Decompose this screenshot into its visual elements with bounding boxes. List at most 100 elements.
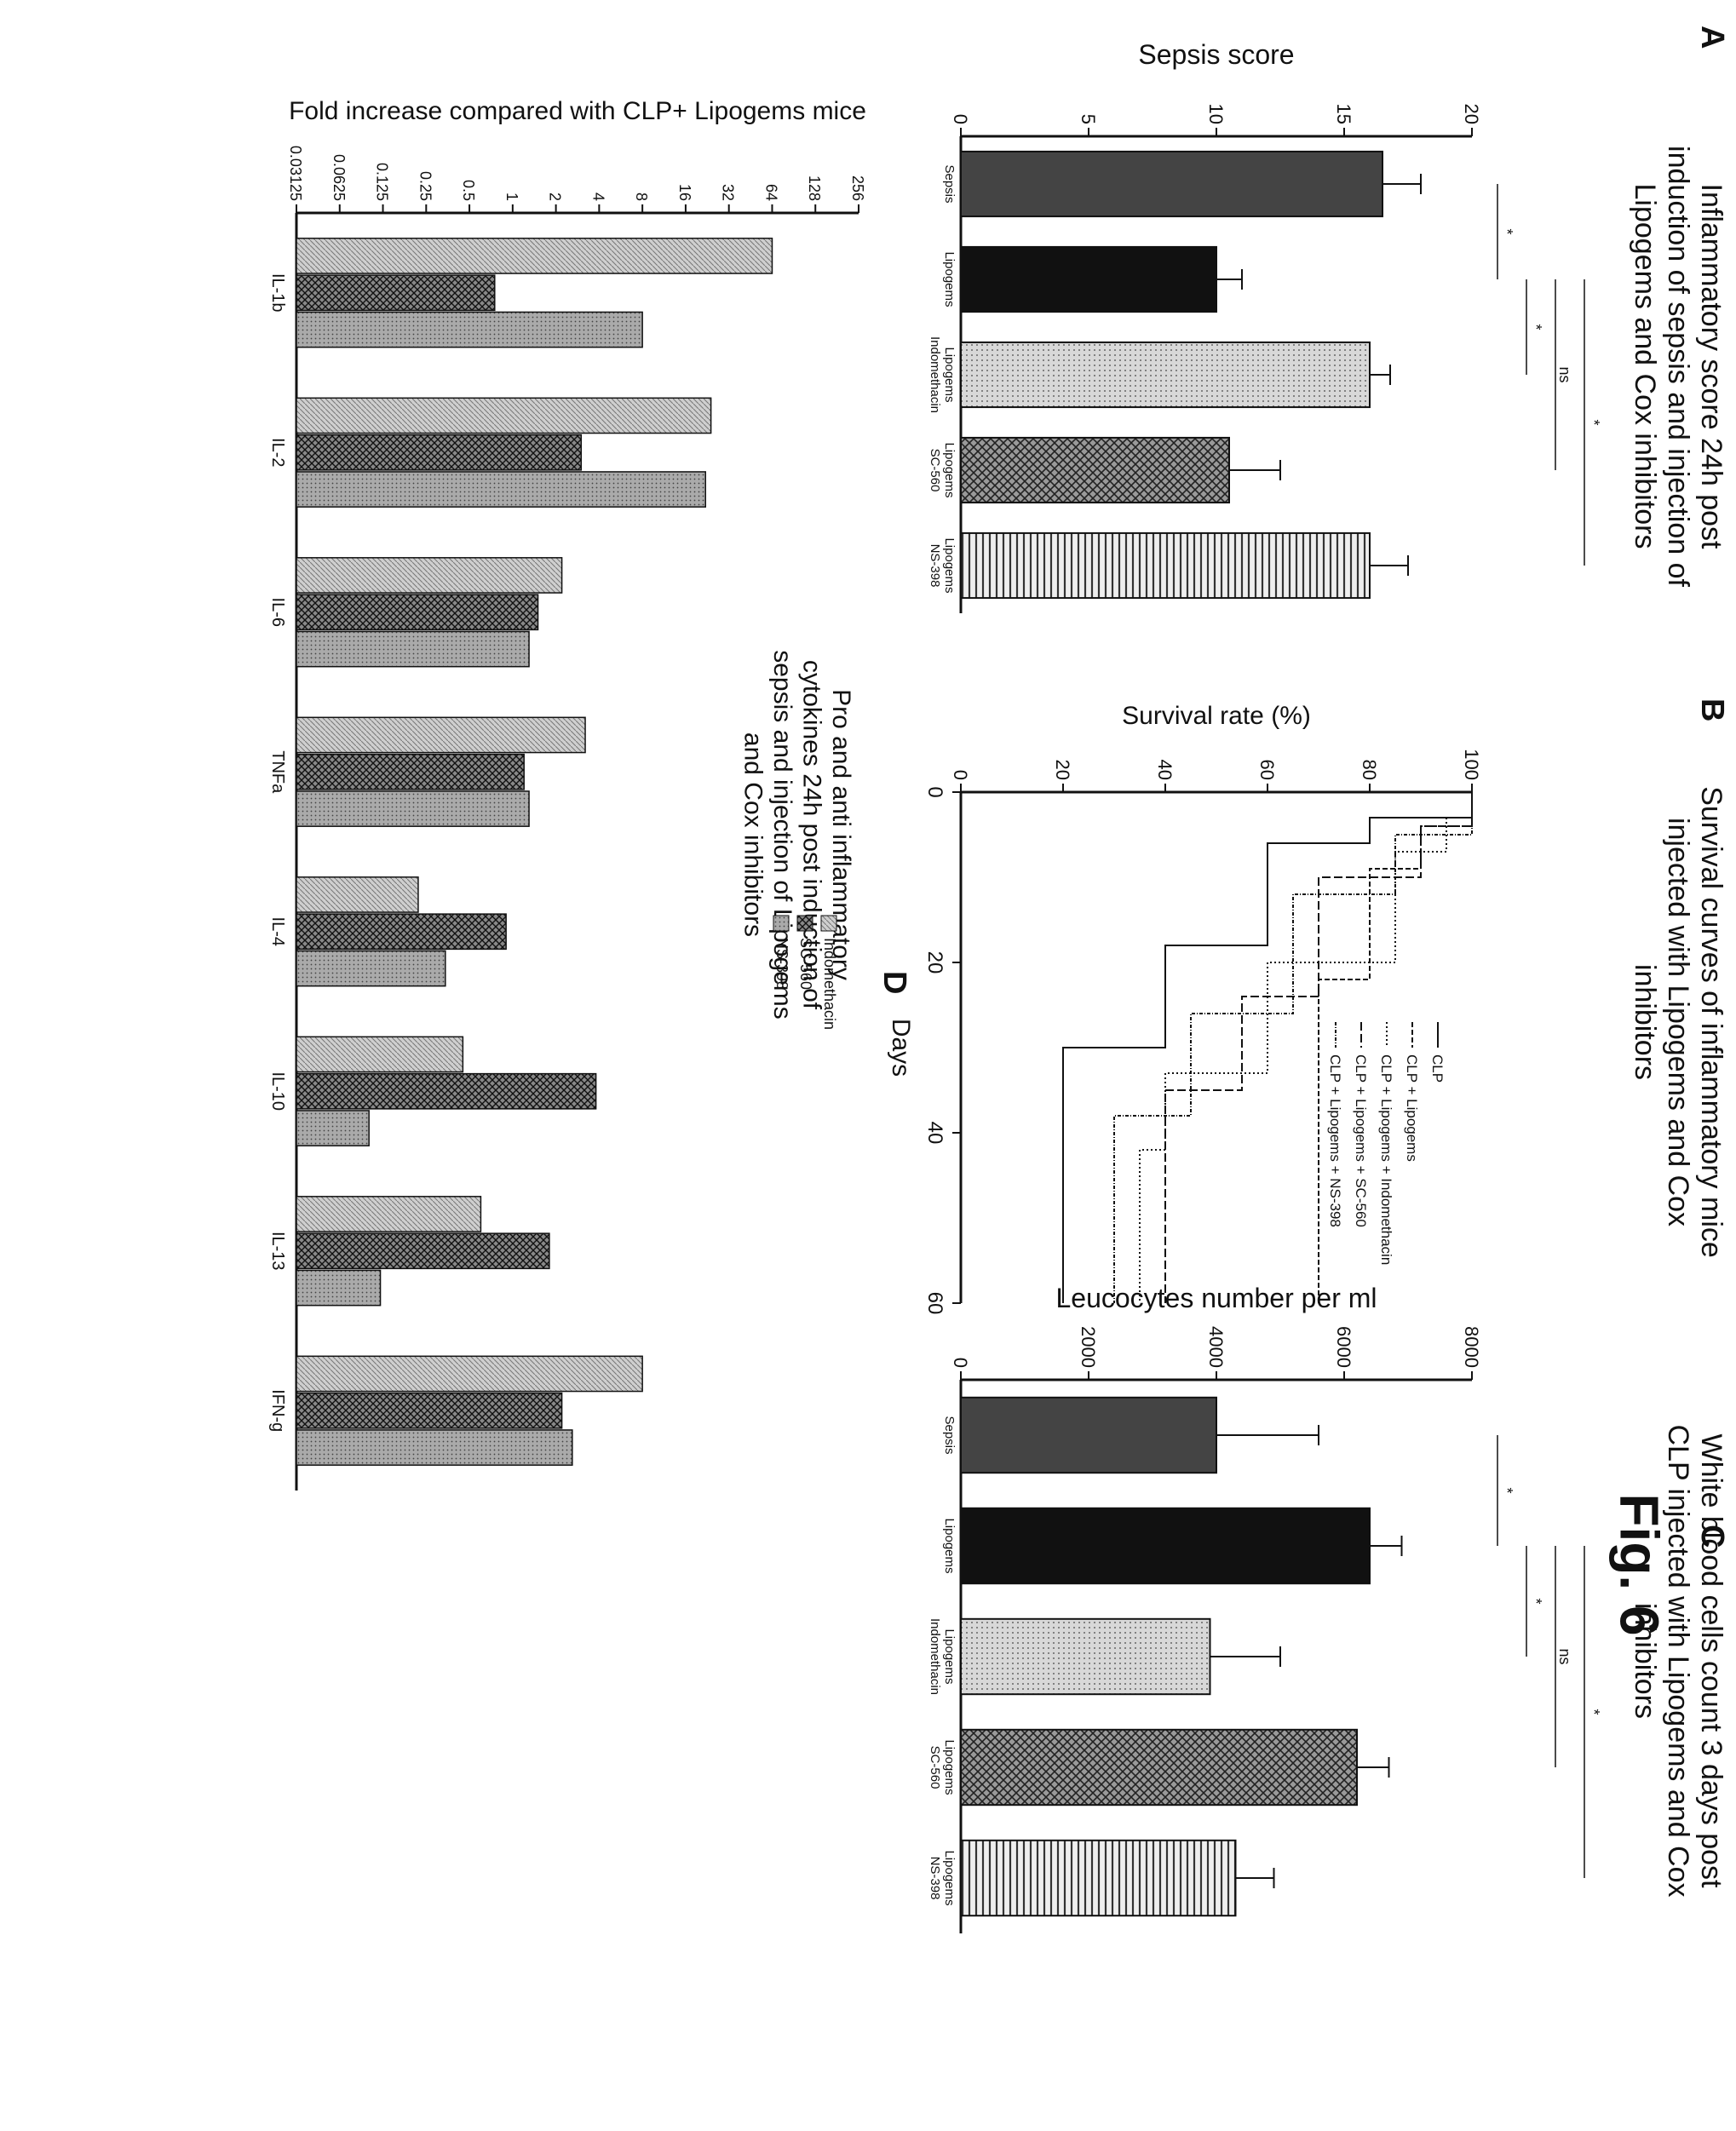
bar-il-4-2	[296, 950, 446, 987]
x-tick-label: LipogemsIndomethacin	[928, 1618, 957, 1695]
bar-il-6-0	[296, 557, 563, 594]
x-tick-label: Sepsis	[942, 1416, 957, 1454]
panel-letter: C	[1694, 1525, 1730, 1548]
y-tick-label: 0	[950, 114, 971, 124]
x-tick-label: IL-4	[268, 917, 287, 946]
bar-sc560	[960, 1728, 1358, 1806]
x-tick-label: IL-2	[268, 438, 287, 467]
bar-il-10-2	[296, 1110, 370, 1146]
y-axis-label: Sepsis score	[1138, 39, 1294, 70]
bar-sepsis	[960, 1396, 1217, 1474]
legend-label: CLP + Lipogems + SC-560	[1353, 1054, 1369, 1227]
bar-indomethacin	[960, 341, 1371, 409]
bar-ifn-g-2	[296, 1429, 573, 1466]
x-tick-label: TNFa	[268, 750, 287, 794]
panel-title: White blood cells count 3 days postCLP i…	[1629, 1424, 1727, 1897]
y-tick-label: 2	[547, 192, 564, 201]
bar-il-13-2	[296, 1269, 382, 1307]
y-tick-label: 0.125	[374, 163, 391, 201]
significance-label: ns	[1556, 1648, 1573, 1664]
figure-number: Fig. 6	[1608, 1493, 1670, 1636]
legend-swatch	[796, 915, 813, 932]
x-tick-label: 60	[923, 1292, 946, 1315]
y-tick-label: 8	[633, 192, 650, 201]
y-tick-label: 10	[1205, 104, 1227, 124]
bar-il-13-1	[296, 1232, 550, 1270]
y-tick-label: 0.5	[460, 180, 477, 201]
x-tick-label: IL-10	[268, 1071, 287, 1111]
panel-letter: B	[1694, 698, 1730, 721]
x-tick-label: LipogemsNS-398	[928, 1850, 957, 1905]
legend-label: CLP + Lipogems	[1404, 1054, 1420, 1162]
panel-b: B Survival curves of inflammatory miceinj…	[887, 698, 1730, 1314]
y-tick-label: 80	[1359, 760, 1380, 780]
panel-title: Pro and anti inflammatorycytokines 24h p…	[739, 650, 856, 1020]
bar-il-4-1	[296, 913, 507, 951]
bar-il-6-2	[296, 630, 530, 668]
x-tick-label: IL-13	[268, 1232, 287, 1271]
x-tick-label: 40	[923, 1122, 946, 1145]
legend-label: CLP	[1429, 1054, 1446, 1083]
y-tick-label: 6000	[1333, 1326, 1354, 1368]
x-tick-label: IL-6	[268, 598, 287, 627]
y-tick-label: 256	[849, 175, 866, 201]
survival-line-0	[1062, 792, 1473, 1303]
y-tick-label: 64	[762, 184, 779, 201]
y-tick-label: 20	[1052, 760, 1073, 780]
y-tick-label: 4	[589, 192, 606, 201]
bar-il-6-1	[296, 594, 539, 631]
bar-il-2-0	[296, 397, 712, 434]
panel-title: Survival curves of inflammatory miceinje…	[1629, 786, 1727, 1258]
y-tick-label: 40	[1154, 760, 1176, 780]
legend-label: CLP + Lipogems + NS-398	[1327, 1054, 1343, 1227]
y-tick-label: 60	[1256, 760, 1278, 780]
bar-il-2-1	[296, 434, 583, 471]
y-axis-label: Fold increase compared with CLP+ Lipogem…	[289, 97, 866, 125]
significance-label: *	[1527, 324, 1544, 330]
survival-line-2	[1139, 792, 1473, 1303]
x-tick-label: LipogemsSC-560	[928, 1739, 957, 1795]
x-tick-label: LipogemsSC-560	[928, 442, 957, 497]
legend-swatch	[820, 915, 837, 932]
bar-il-10-1	[296, 1072, 597, 1110]
bar-il-10-0	[296, 1036, 464, 1073]
significance-label: *	[1585, 419, 1602, 425]
panel-letter: A	[1694, 26, 1730, 49]
bar-ifn-g-1	[296, 1392, 563, 1429]
bar-sc560	[960, 436, 1230, 504]
bar-tnfa-1	[296, 753, 525, 790]
panel-letter: D	[877, 971, 912, 994]
y-tick-label: 2000	[1078, 1326, 1099, 1368]
bar-il-1b-2	[296, 311, 643, 348]
x-tick-label: Lipogems	[942, 1518, 957, 1573]
y-axis-label: Leucocytes number per ml	[1055, 1283, 1377, 1313]
significance-label: *	[1498, 228, 1515, 234]
legend-swatch	[773, 915, 790, 932]
y-tick-label: 0.0625	[331, 154, 348, 201]
panel-a: A Inflammatory score 24h postinduction of…	[928, 26, 1730, 613]
x-tick-label: Lipogems	[942, 251, 957, 307]
survival-line-3	[1164, 792, 1473, 1303]
legend-label: SC-560	[797, 938, 814, 990]
survival-line-4	[1113, 792, 1473, 1303]
y-tick-label: 0.03125	[287, 146, 304, 201]
bar-tnfa-0	[296, 716, 586, 754]
y-tick-label: 0	[950, 1358, 971, 1368]
bar-ns398	[960, 531, 1371, 600]
x-tick-label: IL-1b	[268, 273, 287, 313]
y-axis-label: Survival rate (%)	[1122, 702, 1311, 730]
bar-il-13-0	[296, 1196, 482, 1232]
x-tick-label: 20	[923, 951, 946, 974]
y-tick-label: 4000	[1205, 1326, 1227, 1368]
x-tick-label: 0	[923, 786, 946, 797]
bar-il-1b-0	[296, 238, 773, 274]
bar-ifn-g-0	[296, 1355, 643, 1393]
significance-label: *	[1527, 1598, 1544, 1604]
y-tick-label: 1	[503, 192, 520, 201]
y-tick-label: 0.25	[417, 171, 434, 201]
y-tick-label: 15	[1333, 104, 1354, 124]
bar-indomethacin	[960, 1617, 1211, 1696]
bar-lipogems	[960, 1507, 1371, 1585]
y-tick-label: 0	[950, 770, 971, 780]
